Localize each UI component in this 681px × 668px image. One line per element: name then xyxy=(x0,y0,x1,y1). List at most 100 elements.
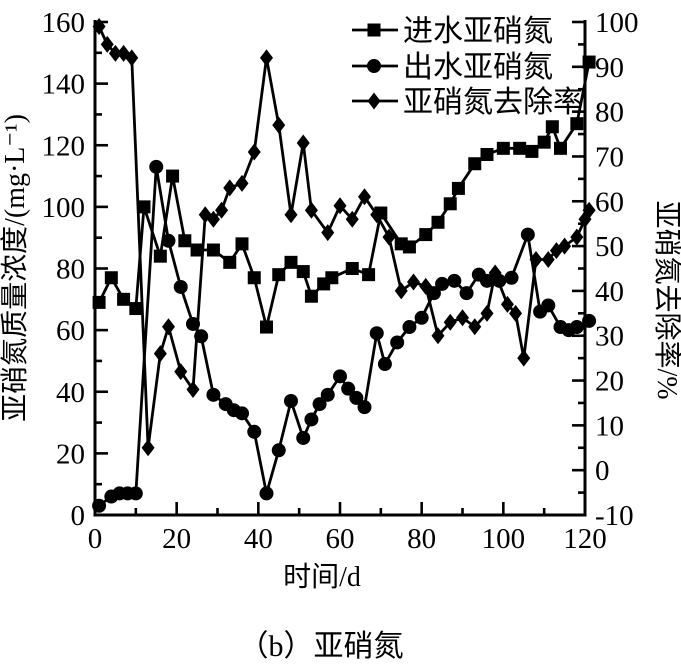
data-point-marker xyxy=(370,206,384,224)
data-point-marker xyxy=(296,134,310,152)
x-axis-label: 时间/d xyxy=(283,561,361,593)
data-point-marker xyxy=(206,210,220,228)
data-point-marker xyxy=(247,424,262,439)
figure-caption: （b）亚硝氮 xyxy=(239,630,404,663)
data-point-marker xyxy=(537,135,551,149)
data-point-marker xyxy=(468,157,482,171)
data-point-marker xyxy=(545,120,559,134)
data-point-marker xyxy=(304,289,318,303)
right-tick-label: 70 xyxy=(595,141,624,173)
data-point-marker xyxy=(247,271,261,285)
series-line xyxy=(97,25,591,448)
data-point-marker xyxy=(153,249,167,263)
series-circle xyxy=(92,159,597,513)
data-point-marker xyxy=(284,393,298,408)
data-point-marker xyxy=(480,304,494,322)
left-tick-label: 60 xyxy=(56,315,85,347)
data-point-marker xyxy=(443,313,457,331)
axes: 0 20 40 60 80 100 120 140 160 -10 0 10 20 30 40 50 60 70 8… xyxy=(42,7,639,555)
data-point-marker xyxy=(128,486,143,501)
data-point-marker xyxy=(260,49,273,67)
data-point-marker xyxy=(558,237,572,255)
x-tick-label: 120 xyxy=(563,523,607,555)
data-point-marker xyxy=(117,292,131,306)
right-tick-label: 90 xyxy=(595,52,624,84)
data-point-marker xyxy=(520,227,535,242)
data-point-marker xyxy=(341,381,356,396)
legend-diamond-marker xyxy=(367,92,381,110)
legend-label: 亚硝氮去除率 xyxy=(403,86,583,119)
data-point-marker xyxy=(582,313,597,328)
data-point-marker xyxy=(402,240,416,254)
data-point-marker xyxy=(284,255,298,269)
x-tick-label: 100 xyxy=(482,523,526,555)
right-tick-label: 30 xyxy=(595,321,624,353)
data-point-marker xyxy=(570,117,584,131)
data-point-marker xyxy=(377,357,392,372)
left-tick-label: 120 xyxy=(42,130,86,162)
data-point-marker xyxy=(569,320,584,335)
data-point-marker xyxy=(92,17,106,35)
left-tick-label: 160 xyxy=(42,7,86,39)
data-point-marker xyxy=(382,228,396,246)
data-point-marker xyxy=(259,486,274,501)
data-point-marker xyxy=(129,302,143,316)
data-point-marker xyxy=(92,295,106,309)
right-tick-label: 0 xyxy=(595,455,610,487)
data-point-marker xyxy=(100,35,114,53)
legend-circle-marker xyxy=(367,59,381,73)
data-point-marker xyxy=(402,320,417,335)
data-point-marker xyxy=(500,295,514,313)
right-tick-label: 50 xyxy=(595,231,624,263)
data-point-marker xyxy=(296,265,310,279)
data-point-marker xyxy=(414,310,429,325)
data-point-marker xyxy=(312,397,327,412)
y-axis-left-label: 亚硝氮质量浓度/(mg·L⁻¹) xyxy=(0,114,31,422)
data-point-marker xyxy=(480,147,494,161)
data-point-marker xyxy=(161,233,176,248)
series-layer xyxy=(92,17,597,513)
data-point-marker xyxy=(426,286,441,301)
legend-item: 进水亚硝氮 xyxy=(352,15,553,48)
data-point-marker xyxy=(304,201,318,219)
data-point-marker xyxy=(513,141,527,155)
right-tick-label: 80 xyxy=(595,97,624,129)
data-point-marker xyxy=(186,381,200,399)
data-point-marker xyxy=(178,234,192,248)
data-point-marker xyxy=(504,270,519,285)
left-tick-label: 40 xyxy=(56,377,85,409)
legend-label: 出水亚硝氮 xyxy=(403,51,553,84)
data-point-marker xyxy=(223,179,237,197)
data-point-marker xyxy=(235,406,249,421)
data-point-marker xyxy=(431,215,445,229)
right-tick-label: 100 xyxy=(595,7,639,39)
data-point-marker xyxy=(149,159,164,174)
data-point-marker xyxy=(451,181,465,195)
legend-label: 进水亚硝氮 xyxy=(403,15,553,48)
data-point-marker xyxy=(284,206,298,224)
left-tick-label: 0 xyxy=(71,500,86,532)
data-point-marker xyxy=(235,174,249,192)
data-point-marker xyxy=(525,144,539,158)
data-point-marker xyxy=(271,443,286,458)
data-point-marker xyxy=(141,439,155,457)
series-diamond xyxy=(92,17,596,457)
data-point-marker xyxy=(190,243,204,257)
legend-item: 亚硝氮去除率 xyxy=(352,86,583,119)
data-point-marker xyxy=(153,345,167,363)
data-point-marker xyxy=(468,318,482,336)
x-tick-label: 60 xyxy=(326,523,355,555)
right-tick-label: 60 xyxy=(595,186,624,218)
data-point-marker xyxy=(104,271,118,285)
data-point-marker xyxy=(345,262,359,275)
left-tick-label: 140 xyxy=(42,69,86,101)
right-tick-label: 20 xyxy=(595,366,624,398)
x-tick-label: 20 xyxy=(162,523,191,555)
data-point-marker xyxy=(369,326,384,341)
data-point-marker xyxy=(92,498,107,513)
data-point-marker xyxy=(272,268,286,282)
data-point-marker xyxy=(480,273,494,288)
data-point-marker xyxy=(333,197,347,215)
